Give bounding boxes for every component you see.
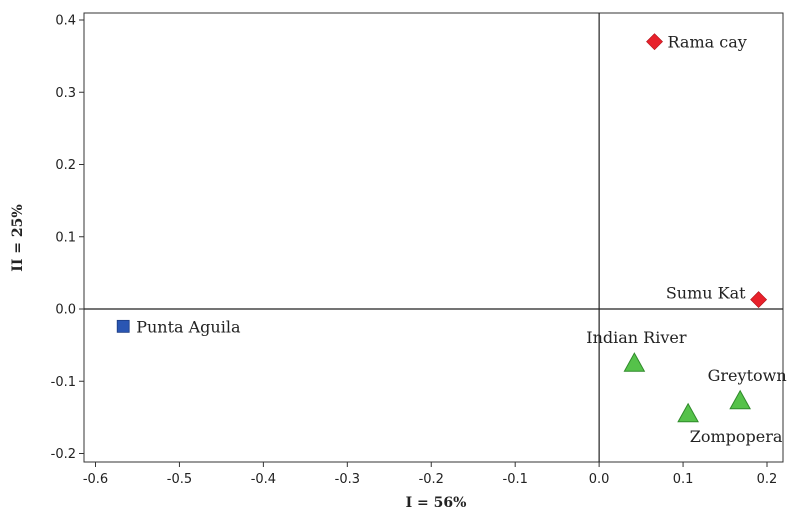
y-tick-label: -0.1 (51, 375, 76, 390)
plot-frame (83, 12, 784, 463)
x-tick-label: 0.2 (757, 472, 778, 487)
point-marker-sumu-kat (750, 291, 768, 309)
point-marker-rama-cay (646, 33, 663, 51)
x-tick-label: -0.5 (167, 472, 192, 487)
x-tick-label: 0.0 (589, 472, 610, 487)
x-tick-label: 0.1 (673, 472, 694, 487)
point-label-zompopera: Zompopera (690, 427, 783, 446)
x-axis-title: I = 56% (406, 495, 467, 511)
x-tick-label: -0.6 (83, 472, 108, 487)
point-marker-punta-aguila (116, 319, 130, 333)
y-tick-label: 0.4 (55, 14, 76, 29)
x-tick-label: -0.4 (251, 472, 276, 487)
y-tick-label: 0.2 (55, 158, 76, 173)
y-tick-label: 0.3 (55, 86, 76, 101)
y-tick-label: 0.1 (55, 230, 76, 245)
x-tick-label: -0.3 (335, 472, 360, 487)
point-marker-indian-river (623, 352, 646, 372)
y-axis-ticks: -0.2 -0.1 0.0 0.1 0.2 0.3 0.4 (51, 14, 84, 462)
x-axis-ticks: -0.6 -0.5 -0.4 -0.3 -0.2 -0.1 0.0 0.1 0.2 (83, 462, 778, 487)
y-tick-label: 0.0 (55, 303, 76, 318)
y-tick-label: -0.2 (51, 447, 76, 462)
point-label-sumu-kat: Sumu Kat (666, 284, 746, 303)
x-tick-label: -0.2 (419, 472, 444, 487)
x-tick-label: -0.1 (503, 472, 528, 487)
y-axis-title: II = 25% (10, 204, 26, 271)
point-label-rama-cay: Rama cay (668, 33, 747, 52)
point-label-indian-river: Indian River (586, 328, 687, 347)
point-marker-zompopera (677, 402, 699, 423)
point-marker-greytown (729, 389, 751, 410)
data-points: Rama cay Sumu Kat Punta Aguila Indian River… (116, 33, 787, 446)
point-label-greytown: Greytown (708, 366, 787, 385)
point-label-punta-aguila: Punta Aguila (136, 317, 241, 336)
